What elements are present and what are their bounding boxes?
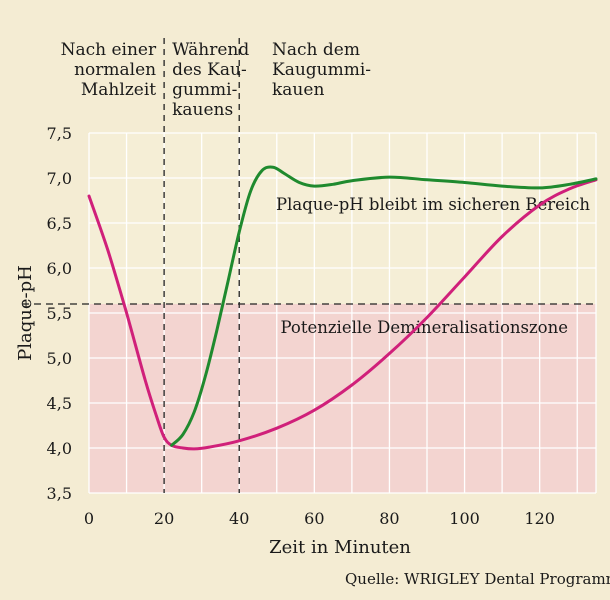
y-tick-label: 6,5	[47, 214, 72, 233]
y-tick-label: 7,0	[47, 169, 72, 188]
danger-zone-label: Potenzielle Demineralisationszone	[280, 318, 568, 337]
x-tick-label: 40	[229, 509, 249, 528]
x-tick-label: 120	[524, 509, 555, 528]
x-tick-label: 80	[379, 509, 399, 528]
y-tick-label: 7,5	[47, 124, 72, 143]
x-tick-label: 60	[304, 509, 324, 528]
source-note: Quelle: WRIGLEY Dental Programm	[345, 570, 610, 588]
x-axis-label: Zeit in Minuten	[269, 537, 411, 558]
phase-label-line: normalen	[74, 60, 156, 80]
safe-zone-background	[89, 133, 596, 304]
y-tick-label: 5,5	[47, 304, 72, 323]
phase-label-line: Während	[172, 40, 249, 60]
phase-dividers	[163, 38, 240, 493]
y-axis-label: Plaque-pH	[15, 265, 36, 361]
phase-label-line: Kaugummi-	[272, 60, 371, 80]
safe-zone-label: Plaque-pH bleibt im sicheren Bereich	[276, 195, 590, 214]
series-line-after-meal	[87, 178, 598, 451]
phase-label-line: gummi-	[172, 80, 237, 100]
y-tick-label: 5,0	[47, 349, 72, 368]
x-tick-label: 0	[84, 509, 94, 528]
demineralisation-zone-background	[89, 304, 596, 493]
x-tick-labels: 0 20 40 60 80 100 120	[84, 509, 555, 528]
x-tick-label: 100	[449, 509, 480, 528]
y-tick-labels: 3,5 4,0 4,5 5,0 5,5 6,0 6,5 7,0 7,5	[47, 124, 72, 503]
series-line-chewing-gum	[170, 165, 598, 447]
y-tick-label: 6,0	[47, 259, 72, 278]
y-tick-label: 3,5	[47, 484, 72, 503]
y-tick-label: 4,5	[47, 394, 72, 413]
phase-label-line: Nach dem	[272, 40, 360, 60]
x-tick-label: 20	[154, 509, 174, 528]
phase-label-line: kauen	[272, 80, 324, 100]
phase-label-line: kauens	[172, 100, 233, 120]
series-lines	[87, 165, 598, 451]
phase-label-line: des Kau-	[172, 60, 247, 80]
y-tick-label: 4,0	[47, 439, 72, 458]
phase-label-line: Nach einer	[61, 40, 157, 60]
phase-label-line: Mahlzeit	[81, 80, 156, 100]
